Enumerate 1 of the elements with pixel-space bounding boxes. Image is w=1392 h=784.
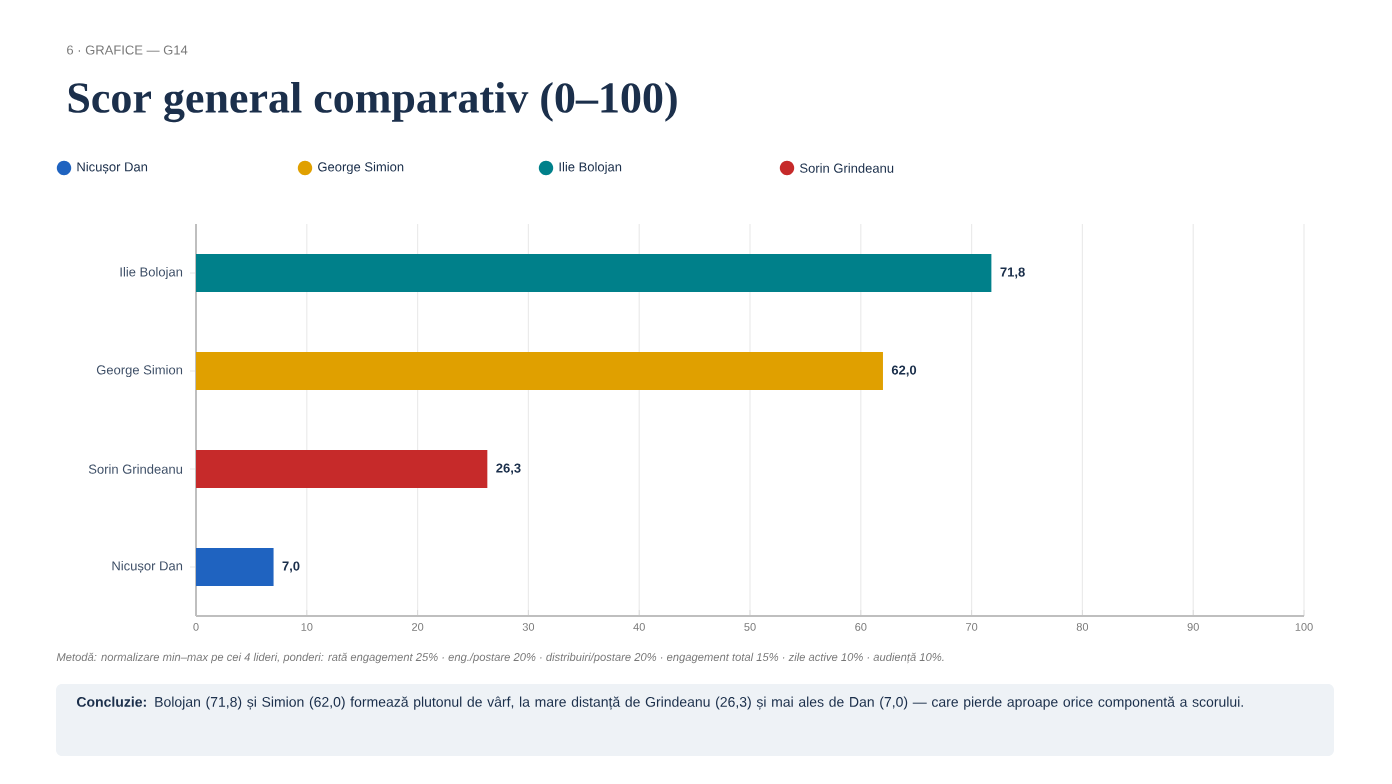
- chart-title: Scor general comparativ (0–100): [68, 81, 677, 123]
